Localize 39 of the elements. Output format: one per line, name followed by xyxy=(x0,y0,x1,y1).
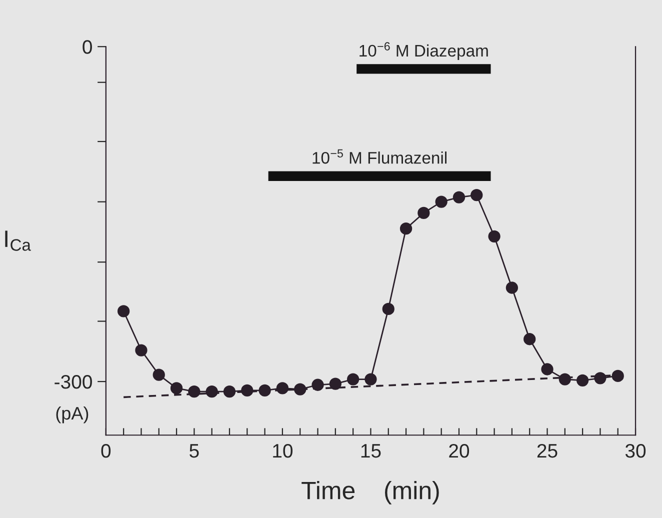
text: (pA) xyxy=(56,406,88,424)
x-tick-label: 25 xyxy=(537,444,558,458)
point xyxy=(364,373,377,386)
point xyxy=(118,305,130,318)
point xyxy=(612,370,624,382)
point xyxy=(258,384,271,397)
point xyxy=(135,344,148,356)
point xyxy=(452,191,466,204)
point xyxy=(382,302,394,316)
point xyxy=(152,368,165,381)
point xyxy=(170,382,183,394)
point xyxy=(435,196,448,208)
point xyxy=(594,372,606,384)
y-axis-title: I$_{Ca}$ xyxy=(5,230,31,251)
point xyxy=(276,382,289,394)
series-label: 10$^{−6}$ M Diazepam xyxy=(360,42,488,60)
x-tick-label: 5 xyxy=(190,444,199,458)
point xyxy=(206,386,218,398)
point xyxy=(329,378,342,390)
point xyxy=(488,230,500,242)
point xyxy=(558,373,571,386)
point xyxy=(400,222,412,235)
y-tick-label: -300 xyxy=(54,375,92,389)
point xyxy=(241,384,254,397)
x-tick-label: 10 xyxy=(273,444,293,458)
point xyxy=(294,383,306,396)
point xyxy=(188,386,200,398)
point xyxy=(470,189,483,202)
x-tick-label: 20 xyxy=(449,444,470,458)
point xyxy=(541,363,554,376)
x-tick-label: 15 xyxy=(361,444,381,458)
point xyxy=(524,333,536,346)
point xyxy=(418,206,430,220)
point xyxy=(346,373,360,386)
x-tick-label: 30 xyxy=(625,444,646,458)
series-label: 10$^{−5}$ M Flumazenil xyxy=(312,149,447,164)
x-tick-label: 0 xyxy=(101,444,111,458)
x-axis-title: Time (min) xyxy=(302,481,439,504)
point xyxy=(506,282,518,294)
